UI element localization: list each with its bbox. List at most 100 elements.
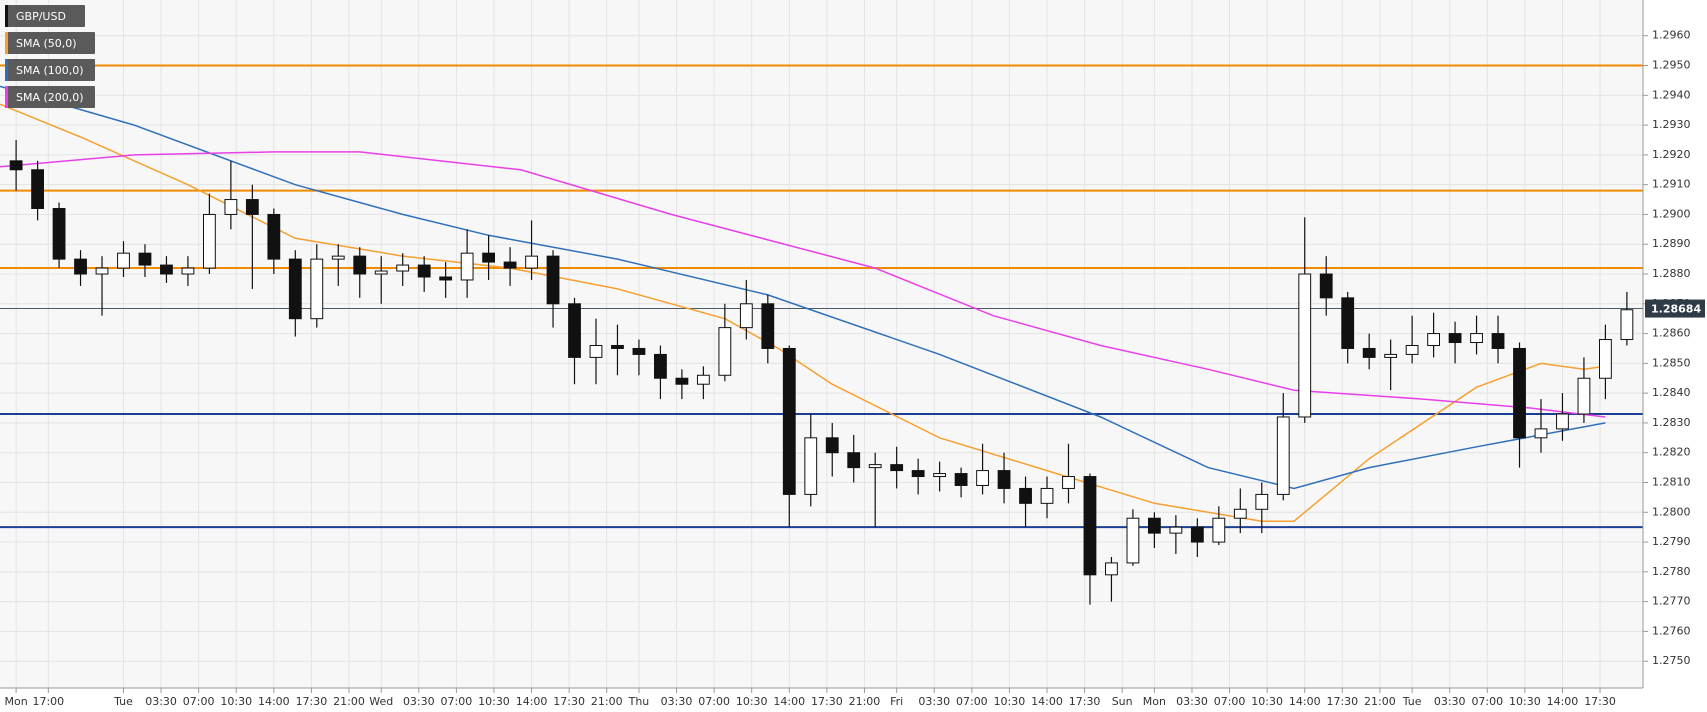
candle-body	[245, 199, 259, 215]
x-tick-label: 03:30	[145, 695, 177, 708]
y-tick-label: 1.2830	[1652, 416, 1691, 429]
candle-body	[1298, 273, 1312, 418]
legend-swatch	[5, 86, 8, 108]
candle-body	[202, 213, 216, 269]
candle-body	[1019, 487, 1032, 504]
y-tick-label: 1.2770	[1652, 595, 1691, 608]
candle-body	[1169, 526, 1183, 534]
candle-body	[611, 344, 624, 349]
candle-body	[439, 276, 453, 281]
candle-body	[1405, 344, 1419, 355]
x-tick-label: 07:00	[1214, 695, 1246, 708]
x-tick-label: Tue	[113, 695, 133, 708]
candle-body	[31, 169, 44, 209]
candle-body	[353, 255, 367, 275]
candle-body	[933, 473, 947, 478]
candle-body	[224, 199, 238, 215]
legend-box	[5, 5, 85, 27]
x-tick-label: Sun	[1112, 695, 1133, 708]
candle-body	[310, 258, 324, 320]
candle-body	[525, 255, 538, 269]
legend-label: SMA (200,0)	[16, 91, 84, 104]
candle-body	[739, 303, 753, 329]
candle-body	[117, 252, 130, 269]
candle-body	[1319, 273, 1333, 299]
x-tick-label: 17:00	[32, 695, 64, 708]
grid	[0, 0, 1643, 688]
candle-body	[997, 470, 1011, 489]
x-tick-label: 14:00	[516, 695, 548, 708]
y-tick-label: 1.2760	[1652, 624, 1691, 637]
y-tick-label: 1.2780	[1652, 565, 1691, 578]
legend-box	[5, 32, 95, 54]
legend-box	[5, 86, 95, 108]
candle-body	[482, 252, 496, 263]
candle-body	[911, 470, 925, 478]
candle-body	[1190, 526, 1204, 543]
candle-body	[417, 264, 431, 278]
x-tick-label: 07:00	[441, 695, 473, 708]
legend: GBP/USD SMA (50,0) SMA (100,0) SMA (200,0)	[5, 5, 95, 108]
candle-body	[1341, 297, 1355, 349]
legend-swatch	[5, 59, 8, 81]
legend-swatch	[5, 5, 8, 27]
x-tick-label: Fri	[890, 695, 903, 708]
legend-label: SMA (100,0)	[16, 64, 84, 77]
x-tick-label: 17:30	[296, 695, 328, 708]
candle-body	[654, 353, 667, 379]
x-tick-label: 03:30	[661, 695, 693, 708]
candle-body	[1534, 428, 1548, 439]
candle-body	[331, 255, 345, 260]
candle-body	[396, 264, 410, 272]
y-tick-label: 1.2960	[1652, 29, 1691, 42]
x-tick-label: 21:00	[1364, 695, 1396, 708]
sma-line	[0, 103, 1606, 522]
candle-body	[1083, 476, 1097, 576]
candle-body	[1556, 413, 1569, 430]
legend-box	[5, 59, 95, 81]
x-tick-label: 07:00	[698, 695, 730, 708]
x-tick-label: 21:00	[849, 695, 881, 708]
x-tick-label: Tue	[1402, 695, 1422, 708]
x-tick-label: 07:00	[183, 695, 215, 708]
x-tick-label: Wed	[369, 695, 393, 708]
candle-body	[546, 255, 560, 305]
candle-body	[1577, 377, 1591, 415]
y-tick-label: 1.2940	[1652, 88, 1691, 101]
x-tick-label: 10:30	[478, 695, 510, 708]
y-tick-label: 1.2910	[1652, 178, 1691, 191]
x-tick-label: 17:30	[1326, 695, 1358, 708]
x-tick-label: Mon	[1143, 695, 1166, 708]
candle-body	[267, 213, 281, 260]
candle-body	[1427, 333, 1441, 346]
candle-body	[52, 207, 66, 260]
x-tick-label: 10:30	[220, 695, 252, 708]
candle-body	[1255, 493, 1269, 510]
candle-body	[1276, 416, 1290, 495]
plot-background	[0, 0, 1643, 688]
sma-line	[0, 151, 1606, 418]
x-tick-label: 10:30	[736, 695, 768, 708]
candle-body	[782, 347, 796, 495]
x-tick-label: 14:00	[1547, 695, 1579, 708]
candle-body	[1212, 517, 1226, 543]
candle-body	[1147, 517, 1161, 534]
candle-body	[890, 464, 904, 472]
candle-body	[1233, 508, 1247, 519]
candle-body	[460, 252, 474, 281]
candle-body	[181, 267, 195, 275]
candle-body	[1513, 347, 1526, 439]
candle-body	[138, 252, 152, 266]
candle-body	[1470, 333, 1483, 344]
y-tick-label: 1.2930	[1652, 118, 1691, 131]
candle-body	[288, 258, 302, 320]
x-tick-label: 10:30	[1251, 695, 1283, 708]
x-tick-label: 14:00	[1031, 695, 1063, 708]
candle-body	[954, 473, 968, 486]
y-tick-label: 1.2890	[1652, 237, 1691, 250]
candle-body	[1126, 517, 1140, 564]
y-tick-label: 1.2810	[1652, 475, 1691, 488]
x-tick-label: 14:00	[773, 695, 805, 708]
